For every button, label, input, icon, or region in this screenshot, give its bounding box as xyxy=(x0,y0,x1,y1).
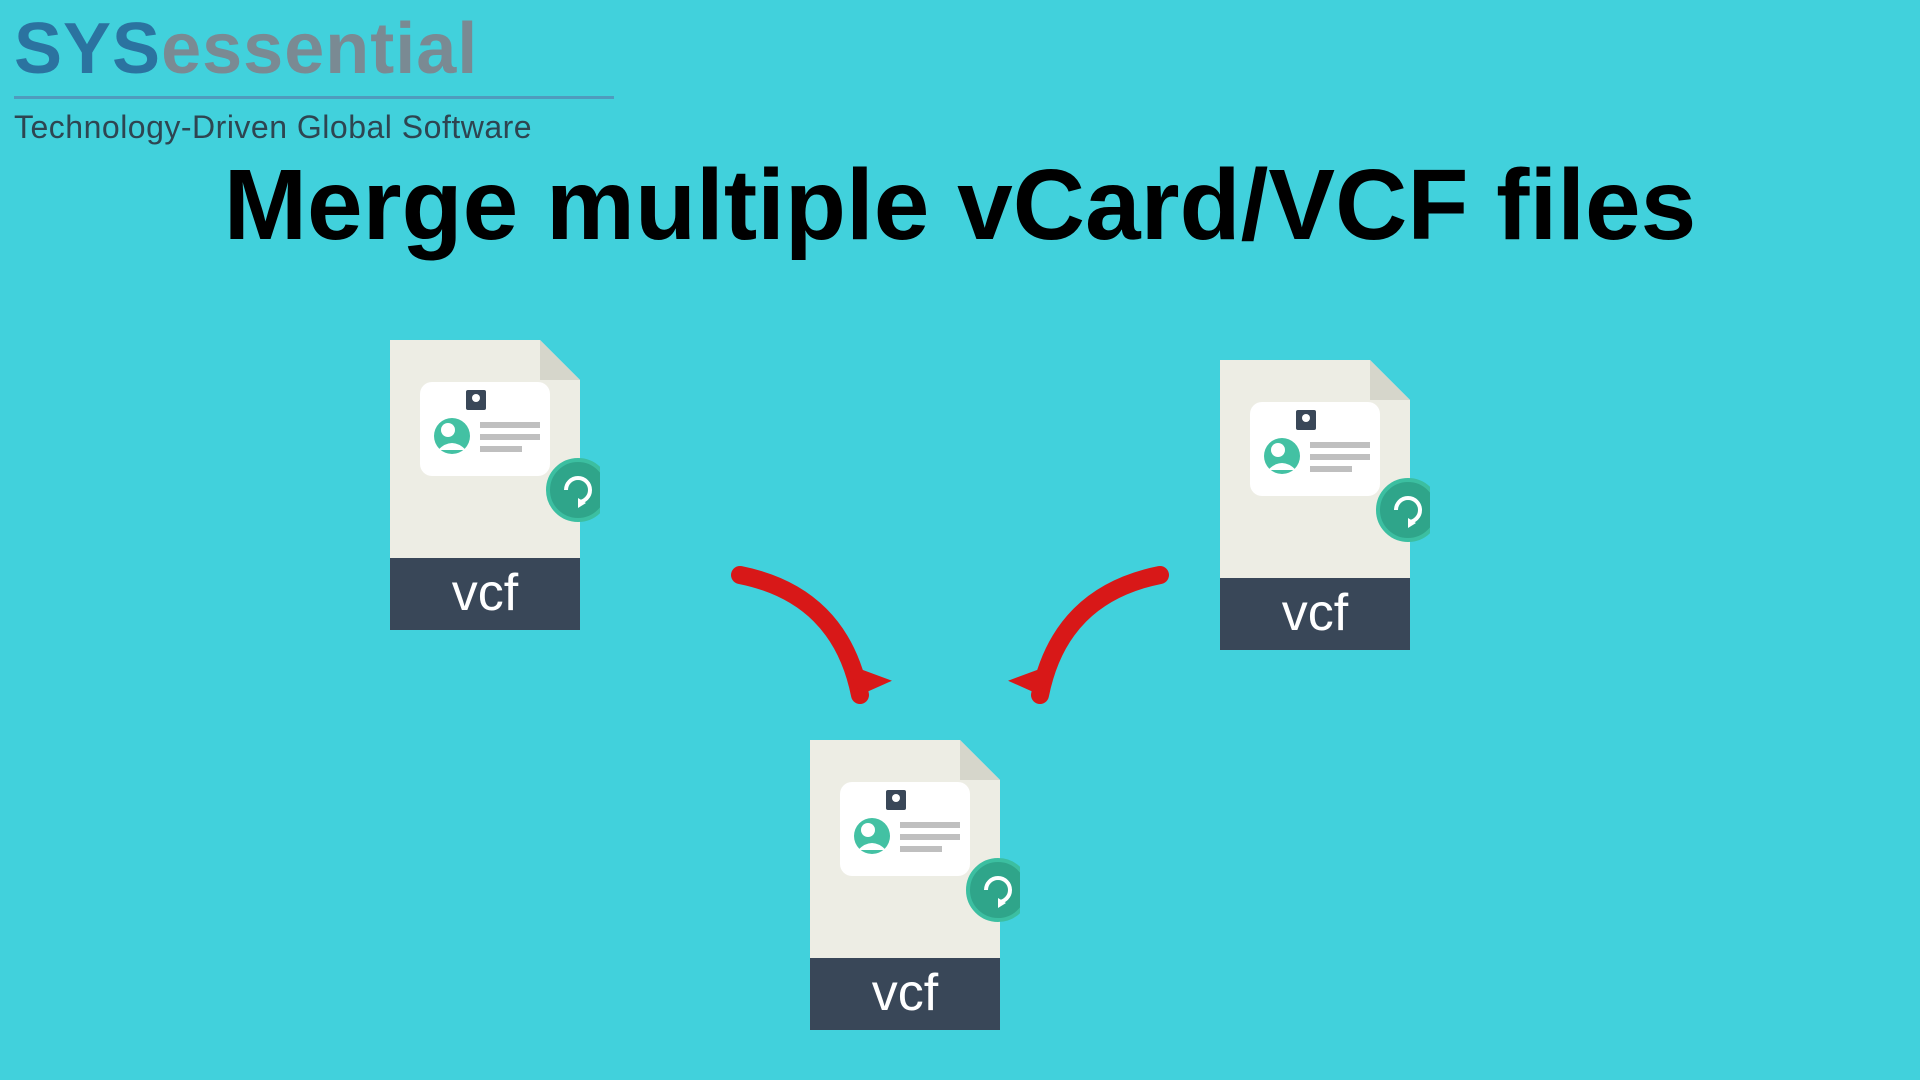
logo-wordmark: SYSessential xyxy=(14,8,614,90)
vcf-file-icon-merged: vcf xyxy=(800,740,1020,1035)
logo-sys: SYS xyxy=(14,9,161,89)
vcf-file-icon-source-2: vcf xyxy=(1210,360,1430,655)
vcf-file-icon-source-1: vcf xyxy=(380,340,600,635)
svg-text:vcf: vcf xyxy=(1282,584,1349,642)
merge-arrow-right xyxy=(980,555,1180,740)
merge-arrow-left xyxy=(720,555,920,740)
page-headline: Merge multiple vCard/VCF files xyxy=(0,148,1920,263)
file-label: vcf xyxy=(452,564,519,622)
logo-ess: essential xyxy=(161,9,478,89)
svg-text:vcf: vcf xyxy=(872,964,939,1022)
brand-logo: SYSessential Technology-Driven Global So… xyxy=(14,8,614,146)
logo-divider xyxy=(14,96,614,99)
logo-tagline: Technology-Driven Global Software xyxy=(14,109,614,146)
